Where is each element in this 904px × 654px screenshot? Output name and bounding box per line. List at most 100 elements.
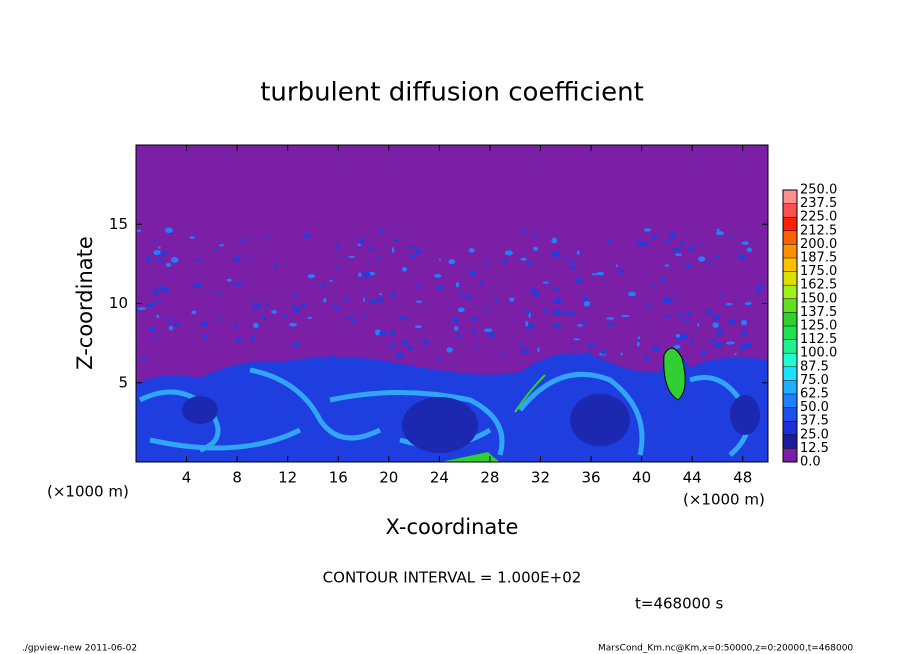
eddy-dot — [457, 332, 461, 339]
axes: 4 8 12 16 20 24 28 32 36 40 44 48510150.012.525.037… — [109, 145, 837, 487]
eddy-dot — [575, 277, 582, 284]
colorbar-label: 50.0 — [800, 400, 829, 415]
colorbar-label: 187.5 — [800, 251, 837, 266]
colorbar-label: 162.5 — [800, 278, 837, 293]
eddy-dot — [474, 343, 478, 347]
eddy-dot — [582, 318, 585, 324]
eddy-dot — [362, 297, 366, 302]
eddy-dot — [152, 337, 156, 341]
eddy-dot — [640, 241, 649, 246]
eddy-dot — [520, 341, 524, 346]
eddy-dot — [608, 322, 614, 327]
eddy-dot — [712, 314, 720, 321]
colorbar-label: 112.5 — [800, 332, 837, 347]
eddy-dot — [307, 316, 313, 319]
eddy-dot — [537, 347, 540, 353]
eddy-dot — [294, 292, 299, 298]
eddy-dot — [415, 300, 423, 303]
eddy-dot — [359, 237, 365, 244]
colorbar-label: 137.5 — [800, 305, 837, 320]
scattered-eddies — [136, 227, 764, 362]
eddy-dot — [455, 281, 460, 288]
eddy — [402, 397, 478, 453]
eddy-dot — [238, 281, 243, 285]
colorbar-bin — [783, 366, 797, 381]
eddy-dot — [395, 352, 404, 359]
colorbar-bin — [783, 217, 797, 231]
eddy-dot — [676, 313, 686, 317]
x-tick-label: 32 — [531, 469, 550, 487]
x-tick-label: 8 — [232, 469, 242, 487]
eddy-dot — [551, 237, 558, 244]
eddy-dot — [542, 281, 550, 284]
eddy-dot — [716, 231, 725, 236]
eddy-dot — [153, 239, 157, 242]
eddy-dot — [165, 262, 172, 267]
eddy-dot — [457, 307, 465, 313]
eddy — [730, 395, 760, 435]
eddy-dot — [643, 228, 652, 232]
eddy-dot — [170, 256, 179, 263]
eddy-dot — [165, 227, 173, 233]
colorbar-bin — [783, 421, 797, 435]
eddy-dot — [282, 314, 288, 317]
eddy-dot — [636, 341, 640, 347]
eddy-dot — [214, 291, 221, 294]
eddy-dot — [288, 322, 297, 327]
eddy-dot — [665, 238, 670, 244]
eddy-dot — [292, 304, 297, 308]
eddy-dot — [607, 239, 612, 244]
eddy-dot — [587, 343, 595, 349]
y-axis-label: Z-coordinate — [73, 236, 97, 370]
eddy-dot — [158, 246, 161, 249]
colorbar-bin — [783, 339, 797, 354]
eddy-dot — [469, 270, 477, 276]
eddy-dot — [166, 317, 172, 323]
eddy-dot — [738, 345, 747, 350]
eddy-dot — [263, 236, 269, 239]
colorbar-bin — [783, 271, 797, 286]
colorbar-label: 0.0 — [800, 455, 821, 470]
eddy-dot — [358, 272, 362, 278]
eddy-dot — [708, 339, 716, 343]
x-unit-left: (×1000 m) — [47, 483, 129, 501]
eddy-dot — [740, 319, 748, 326]
eddy — [182, 396, 218, 424]
field — [136, 145, 768, 462]
eddy-dot — [700, 350, 707, 356]
eddy-dot — [627, 291, 636, 297]
eddy-dot — [728, 319, 736, 325]
x-tick-label: 44 — [683, 469, 702, 487]
eddy-dot — [734, 352, 737, 356]
colorbar-bin — [783, 244, 797, 258]
eddy-dot — [676, 338, 683, 341]
eddy-dot — [520, 257, 527, 261]
eddy-dot — [214, 248, 217, 253]
eddy-dot — [684, 263, 692, 268]
eddy-dot — [391, 246, 395, 253]
eddy-dot — [379, 229, 385, 234]
eddy-dot — [253, 322, 259, 329]
eddy-dot — [250, 335, 255, 342]
eddy-dot — [726, 341, 735, 345]
eddy-dot — [409, 253, 416, 259]
eddy-dot — [568, 310, 575, 317]
eddy-dot — [520, 228, 525, 234]
eddy-dot — [148, 326, 156, 332]
eddy-dot — [408, 345, 414, 351]
eddy-dot — [566, 259, 575, 263]
colorbar-label: 75.0 — [800, 373, 829, 388]
eddy-dot — [156, 314, 159, 319]
eddy-dot — [528, 312, 531, 319]
eddy-dot — [368, 299, 377, 304]
eddy-dot — [576, 250, 580, 256]
eddy-dot — [679, 240, 685, 245]
eddy-dot — [438, 258, 442, 261]
eddy-dot — [755, 289, 760, 295]
eddy-dot — [583, 301, 591, 307]
colorbar-label: 25.0 — [800, 427, 829, 442]
eddy-dot — [322, 282, 327, 289]
colorbar-bin — [783, 258, 797, 272]
eddy-dot — [453, 325, 459, 331]
